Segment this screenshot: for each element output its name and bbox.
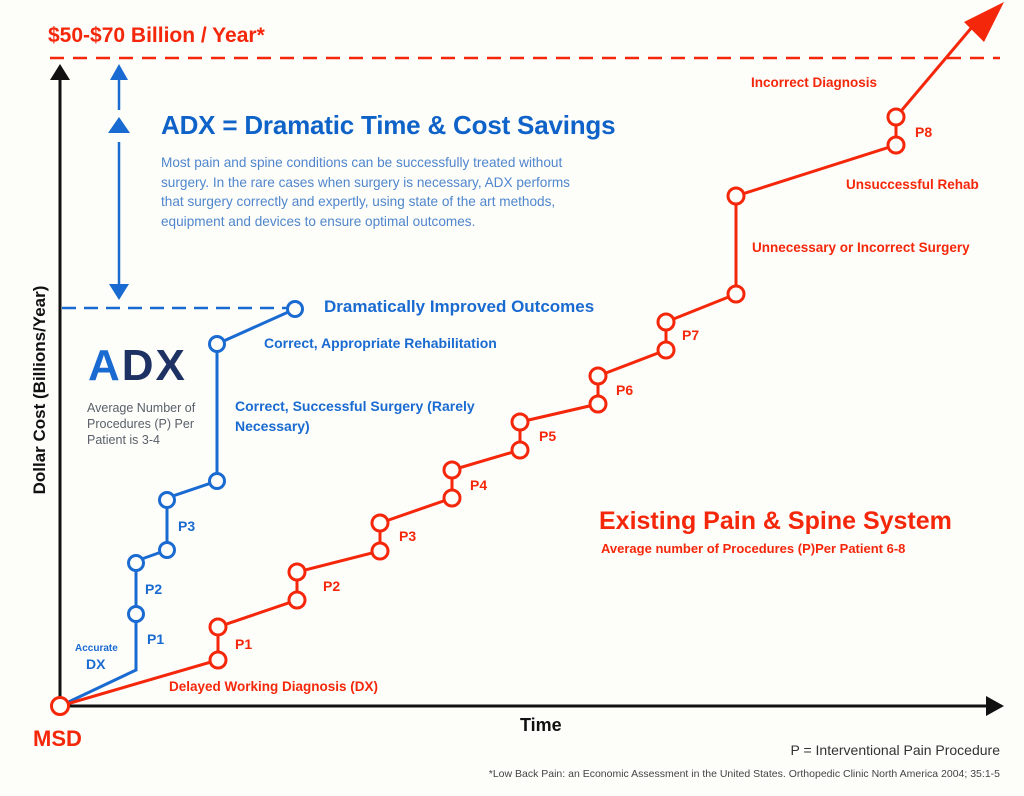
existing-p4-label: P4 — [470, 477, 488, 493]
existing-p1-label: P1 — [235, 636, 253, 652]
escalating-cost-arrow-icon — [964, 2, 1004, 42]
existing-node — [726, 186, 746, 206]
existing-p5-label: P5 — [539, 428, 557, 444]
x-axis-label: Time — [520, 715, 562, 735]
adx-node — [158, 491, 176, 509]
adx-average-procedures: Average Number of Procedures (P) Per Pat… — [87, 401, 196, 447]
origin-msd-node — [50, 696, 70, 716]
adx-accurate-label: Accurate — [75, 643, 118, 654]
adx-node-outcome — [286, 300, 304, 318]
adx-rehab-label: Correct, Appropriate Rehabilitation — [264, 335, 497, 351]
procedure-legend: P = Interventional Pain Procedure — [790, 742, 1001, 758]
adx-surgery-label: Correct, Successful Surgery (Rarely Nece… — [235, 398, 475, 434]
adx-node — [127, 554, 145, 572]
existing-p3-label: P3 — [399, 528, 417, 544]
adx-p1-label: P1 — [147, 631, 165, 647]
y-axis — [50, 64, 70, 706]
savings-range-arrow — [108, 64, 130, 300]
unsuccessful-rehab-label: Unsuccessful Rehab — [846, 177, 979, 192]
adx-node — [158, 541, 176, 559]
arrow-up-icon — [108, 117, 130, 133]
existing-node — [442, 488, 462, 508]
existing-p7-label: P7 — [682, 327, 700, 343]
existing-node — [656, 340, 676, 360]
adx-outcome-label: Dramatically Improved Outcomes — [324, 297, 595, 316]
adx-logo-dx: DX — [121, 341, 187, 390]
existing-node — [208, 650, 228, 670]
existing-path-nodes — [208, 107, 906, 670]
adx-savings-title: ADX = Dramatic Time & Cost Savings — [161, 110, 616, 140]
existing-node — [726, 284, 746, 304]
adx-node — [208, 335, 226, 353]
existing-node — [510, 412, 530, 432]
arrow-up-icon — [110, 64, 128, 80]
adx-logo: ADX — [88, 344, 187, 388]
adx-p2-label: P2 — [145, 581, 163, 597]
existing-node — [442, 460, 462, 480]
arrow-down-icon — [109, 284, 129, 300]
adx-node — [127, 605, 145, 623]
existing-p2-label: P2 — [323, 578, 341, 594]
citation-footnote: *Low Back Pain: an Economic Assessment i… — [488, 768, 1000, 780]
unnecessary-surgery-label: Unnecessary or Incorrect Surgery — [752, 240, 970, 255]
existing-node — [656, 312, 676, 332]
cost-ceiling-label: $50-$70 Billion / Year* — [48, 24, 265, 47]
adx-savings-description: Most pain and spine conditions can be su… — [161, 155, 570, 229]
adx-p3-label: P3 — [178, 518, 196, 534]
delayed-diagnosis-label: Delayed Working Diagnosis (DX) — [169, 679, 379, 694]
existing-node — [370, 513, 390, 533]
x-axis — [60, 696, 1004, 716]
existing-node — [588, 366, 608, 386]
adx-dx-label: DX — [86, 656, 106, 672]
existing-node — [510, 440, 530, 460]
adx-path-nodes — [127, 300, 304, 623]
existing-p8-label: P8 — [915, 124, 933, 140]
x-axis-arrow-icon — [986, 696, 1004, 716]
adx-node — [208, 472, 226, 490]
incorrect-diagnosis-label: Incorrect Diagnosis — [751, 75, 878, 90]
existing-node — [886, 107, 906, 127]
existing-node — [370, 541, 390, 561]
existing-system-subtitle: Average number of Procedures (P)Per Pati… — [601, 541, 906, 556]
existing-node — [588, 394, 608, 414]
origin-label: MSD — [33, 726, 82, 751]
y-axis-label: Dollar Cost (Billions/Year) — [30, 285, 49, 495]
existing-p6-label: P6 — [616, 382, 634, 398]
existing-node — [208, 617, 228, 637]
adx-logo-a: A — [88, 341, 122, 390]
existing-node — [287, 590, 307, 610]
y-axis-arrow-icon — [50, 64, 70, 80]
existing-node — [287, 562, 307, 582]
existing-system-title: Existing Pain & Spine System — [599, 507, 952, 535]
existing-node — [886, 135, 906, 155]
